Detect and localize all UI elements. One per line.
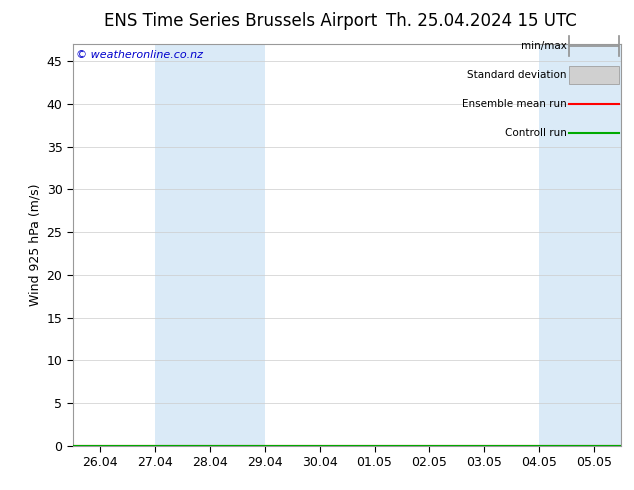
Text: Ensemble mean run: Ensemble mean run	[462, 99, 566, 109]
Text: min/max: min/max	[521, 41, 566, 51]
FancyBboxPatch shape	[569, 66, 619, 84]
Text: Th. 25.04.2024 15 UTC: Th. 25.04.2024 15 UTC	[387, 12, 577, 30]
Bar	[539, 44, 634, 446]
Bar	[155, 44, 265, 446]
Text: Standard deviation: Standard deviation	[467, 70, 566, 80]
Y-axis label: Wind 925 hPa (m/s): Wind 925 hPa (m/s)	[28, 184, 41, 306]
Text: Controll run: Controll run	[505, 128, 566, 138]
Text: © weatheronline.co.nz: © weatheronline.co.nz	[75, 50, 203, 60]
Text: ENS Time Series Brussels Airport: ENS Time Series Brussels Airport	[105, 12, 377, 30]
